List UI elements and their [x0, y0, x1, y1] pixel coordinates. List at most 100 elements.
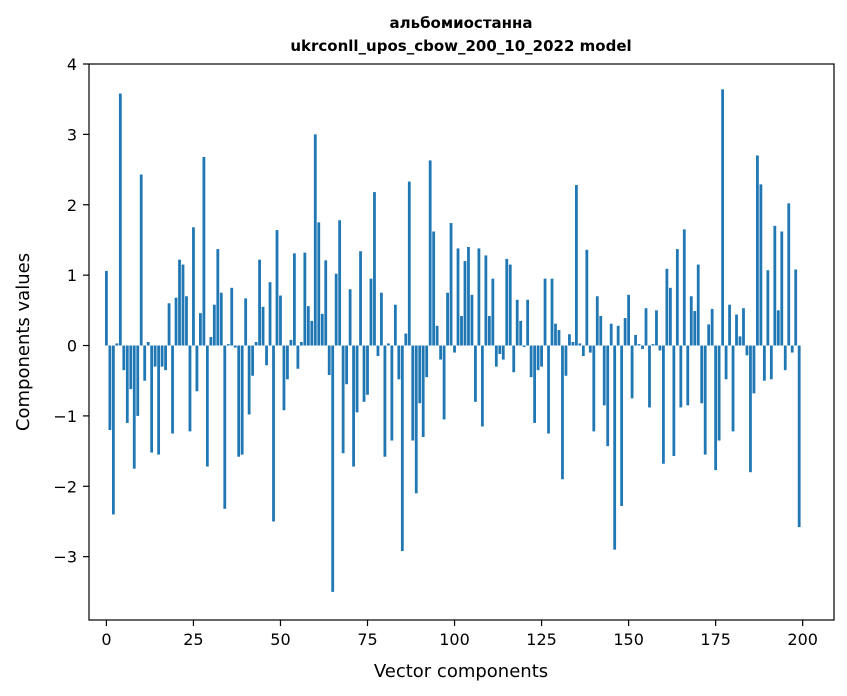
bar [320, 313, 324, 346]
bar [581, 345, 585, 357]
bar [338, 220, 342, 346]
bar [498, 345, 502, 354]
bar [550, 278, 554, 346]
bar [686, 345, 690, 406]
bar [355, 345, 359, 413]
bar [797, 345, 801, 528]
bar [766, 270, 770, 346]
bar [794, 269, 798, 346]
bar [380, 292, 383, 346]
bar [602, 345, 606, 406]
y-tick-label: 4 [67, 55, 77, 74]
bar [226, 344, 230, 346]
bar [609, 323, 613, 346]
bar [247, 345, 251, 415]
y-tick-label: 3 [67, 125, 77, 144]
bar [390, 345, 394, 441]
bar [456, 248, 460, 346]
bar [289, 339, 293, 346]
y-tick-label: −3 [53, 548, 77, 567]
bar [345, 345, 349, 385]
plot-frame [88, 63, 835, 621]
bar [641, 345, 644, 350]
bar [491, 278, 495, 346]
bar [571, 342, 575, 346]
bar [400, 345, 404, 552]
bar [254, 342, 258, 346]
bar [404, 333, 408, 346]
bar [494, 345, 498, 367]
bar [185, 296, 188, 346]
bar [286, 345, 289, 380]
bar [477, 248, 481, 346]
bar [745, 345, 749, 356]
bar [324, 260, 328, 346]
bar [146, 342, 150, 346]
bar [515, 299, 519, 346]
bar [668, 287, 672, 346]
bar [623, 318, 627, 346]
x-axis-ticks: 0 25 50 75 100 125 150 175 200 [101, 620, 818, 649]
bar [421, 345, 425, 438]
bar [648, 345, 651, 408]
bar [275, 230, 279, 346]
y-axis-ticks: −3 −2 −1 0 1 2 3 4 [53, 55, 89, 567]
bar [585, 249, 589, 346]
bar [195, 345, 199, 392]
bar [233, 345, 237, 348]
bar [209, 337, 213, 346]
x-axis-label: Vector components [374, 661, 548, 682]
bar [362, 345, 366, 402]
y-axis-label: Components values [13, 253, 34, 431]
bar [703, 345, 707, 455]
bar [762, 345, 766, 381]
bar [425, 345, 429, 378]
bar [313, 134, 317, 346]
bar [700, 345, 704, 404]
bar [129, 345, 133, 390]
bar [564, 345, 568, 376]
bar [261, 306, 265, 346]
bar [672, 345, 676, 457]
bar [244, 298, 248, 346]
bar [721, 89, 724, 346]
bar [199, 313, 202, 346]
bar [689, 296, 693, 346]
bar [769, 345, 773, 380]
bar [237, 345, 241, 457]
bar [387, 343, 390, 346]
bar [369, 278, 373, 346]
bar [519, 320, 523, 346]
bar [223, 345, 227, 509]
bar [303, 252, 307, 346]
bar [150, 345, 154, 453]
bar [449, 223, 453, 346]
bar [588, 345, 592, 353]
bar [561, 345, 564, 480]
bar [310, 320, 314, 346]
x-tick-label: 200 [787, 630, 818, 649]
bar [442, 345, 446, 420]
bars-group [105, 89, 801, 592]
bar [780, 231, 784, 346]
bar [526, 299, 530, 346]
bar [393, 304, 397, 346]
x-tick-label: 75 [357, 630, 377, 649]
bar [160, 345, 164, 367]
bar [644, 308, 648, 346]
y-tick-label: 1 [67, 266, 77, 285]
bar [487, 315, 491, 346]
bar [554, 323, 557, 346]
bar [616, 325, 620, 346]
bar [174, 297, 178, 346]
bar [122, 345, 126, 371]
bar [153, 345, 157, 367]
bar [790, 345, 794, 353]
bar [171, 345, 174, 434]
bar [446, 292, 449, 346]
bar [710, 308, 714, 346]
bar [418, 345, 422, 404]
bar [251, 345, 255, 376]
bar [707, 324, 711, 346]
